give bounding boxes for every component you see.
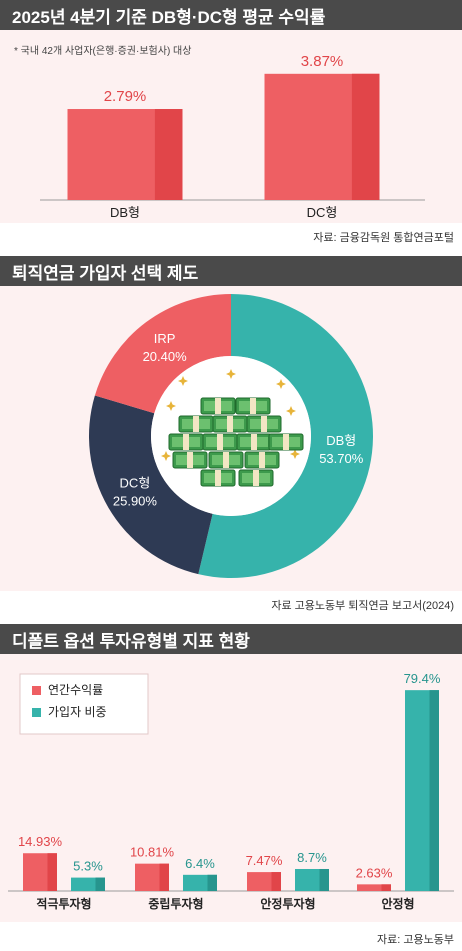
legend-box <box>19 673 149 735</box>
returns-title-text: 2025년 4분기 기준 DB형·DC형 평균 수익률 <box>12 7 326 27</box>
default-option-title-text: 디폴트 옵션 투자유형별 지표 현황 <box>12 631 250 651</box>
default-category-label: 적극투자형 <box>36 896 91 911</box>
returns-chart-panel: * 국내 42개 사업자(은행·증권·보험사) 대상 2.79% DB형 3.87%… <box>0 30 462 223</box>
returns-category-label: DC형 <box>307 205 338 220</box>
donut-slice-label: IRP <box>154 331 176 346</box>
donut-slice <box>94 294 231 414</box>
default-category-label: 중립투자형 <box>148 896 203 911</box>
bar-shade <box>159 863 169 891</box>
returns-note: * 국내 42개 사업자(은행·증권·보험사) 대상 <box>14 46 192 57</box>
legend-swatch <box>32 686 41 695</box>
default-value-label: 7.47% <box>246 853 283 868</box>
bar-shade <box>319 868 329 891</box>
default-value-label: 6.4% <box>185 856 215 871</box>
default-value-label: 10.81% <box>130 845 175 860</box>
default-option-chart-title: 디폴트 옵션 투자유형별 지표 현황 <box>0 624 462 654</box>
subscribers-source: 자료 고용노동부 퇴직연금 보고서(2024) <box>271 600 454 612</box>
returns-value-label: 3.87% <box>301 53 344 70</box>
returns-bar-group <box>67 109 183 200</box>
default-bar-group <box>357 884 391 891</box>
return-bar <box>357 884 391 891</box>
default-bar-group <box>23 853 57 891</box>
default-category-label: 안정형 <box>381 896 414 911</box>
default-option-source: 자료: 고용노동부 <box>377 934 454 946</box>
sparkle-icon <box>286 406 296 416</box>
default-value-label: 2.63% <box>356 865 393 880</box>
returns-chart-title: 2025년 4분기 기준 DB형·DC형 평균 수익률 <box>0 0 462 30</box>
default-bar-group <box>295 868 329 891</box>
donut-slice-value: 20.40% <box>143 349 188 364</box>
donut-slice-label: DC형 <box>120 476 151 491</box>
legend-label: 연간수익률 <box>48 683 103 697</box>
sparkle-icon <box>161 451 171 461</box>
bar-shade <box>95 877 105 891</box>
default-value-label: 5.3% <box>73 859 103 874</box>
returns-category-label: DB형 <box>110 205 140 220</box>
bar-shade <box>381 884 391 891</box>
subscribers-donut-chart: DB형 53.70% DC형 25.90% IRP 20.40% <box>88 294 373 578</box>
default-bar-group <box>183 874 217 891</box>
legend-swatch <box>32 708 41 717</box>
sparkle-icon <box>166 401 176 411</box>
donut-slice-value: 53.70% <box>319 451 364 466</box>
bar-shade <box>271 872 281 891</box>
default-bar-group <box>71 877 105 891</box>
sparkle-icon <box>178 376 188 386</box>
sparkle-icon <box>276 379 286 389</box>
bar-shade <box>47 853 57 891</box>
default-category-label: 안정투자형 <box>260 896 315 911</box>
donut-slice-value: 25.90% <box>113 494 158 509</box>
default-bar-group <box>247 872 281 891</box>
donut-slice <box>198 294 373 578</box>
donut-slice <box>88 395 213 575</box>
default-bar-group <box>135 863 169 891</box>
default-value-label: 14.93% <box>18 834 63 849</box>
default-value-label: 79.4% <box>404 671 441 686</box>
bar-shade <box>207 874 217 891</box>
subscribers-chart-panel: DB형 53.70% DC형 25.90% IRP 20.40% <box>0 286 462 591</box>
subscribers-title-text: 퇴직연금 가입자 선택 제도 <box>12 263 199 283</box>
subscribers-chart-title: 퇴직연금 가입자 선택 제도 <box>0 256 462 286</box>
default-bar-group <box>405 690 439 891</box>
returns-value-label: 2.79% <box>104 88 147 105</box>
donut-slice-label: DB형 <box>326 433 356 448</box>
returns-source: 자료: 금융감독원 통합연금포털 <box>313 232 454 244</box>
money-stack-icon <box>161 369 304 487</box>
sparkle-icon <box>226 369 236 379</box>
returns-bar-shade <box>351 73 380 200</box>
returns-bar-group <box>264 73 380 200</box>
bar-shade <box>429 690 439 891</box>
returns-bar-chart: 2.79% DB형 3.87% DC형 <box>40 53 425 220</box>
legend-label: 가입자 비중 <box>48 705 107 719</box>
default-value-label: 8.7% <box>297 850 327 865</box>
returns-bar-shade <box>154 109 183 200</box>
sparkle-icon <box>290 449 300 459</box>
